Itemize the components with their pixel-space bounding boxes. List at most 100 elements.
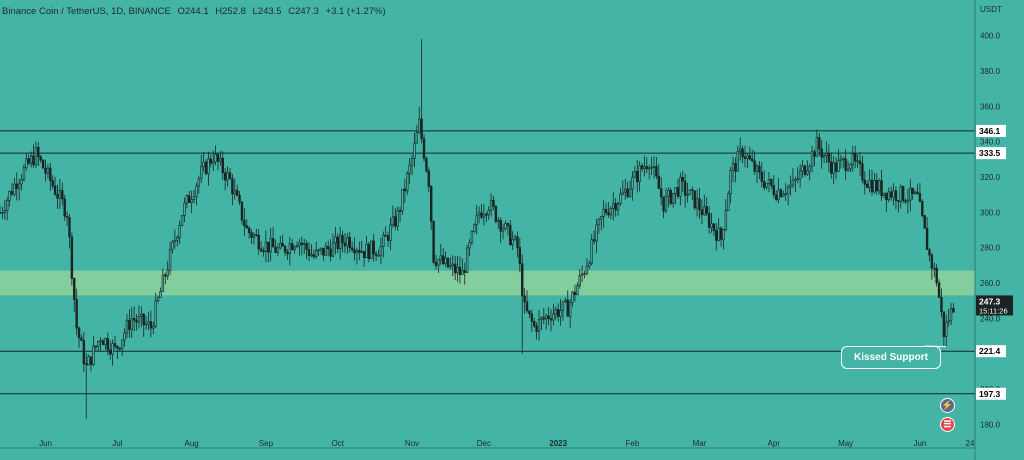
candle-body: [128, 319, 131, 330]
candle-body: [808, 165, 811, 172]
candle-body: [715, 230, 718, 241]
candle-body: [439, 255, 442, 261]
symbol-title[interactable]: Binance Coin / TetherUS, 1D, BINANCE: [2, 6, 171, 17]
candle-body: [195, 185, 198, 197]
candle-body: [724, 210, 728, 230]
candle-body: [674, 187, 677, 194]
x-tick-label: Mar: [693, 439, 707, 448]
candle-body: [389, 224, 392, 241]
candle-body: [913, 191, 917, 195]
candle-body: [283, 245, 287, 253]
candle-body: [504, 223, 507, 230]
candle-body: [688, 189, 692, 195]
us-flag-icon[interactable]: ☰: [940, 417, 955, 432]
candle-body: [149, 321, 153, 329]
candle-body: [600, 216, 603, 220]
candle-body: [791, 179, 795, 186]
candle-body: [97, 341, 100, 348]
candle-body: [499, 220, 502, 232]
candle-body: [695, 198, 699, 209]
candle-body: [844, 158, 847, 171]
candle-body: [571, 291, 574, 304]
candle-body: [3, 210, 6, 213]
y-tick-label: 180.0: [980, 420, 1001, 429]
candle-body: [331, 242, 335, 257]
candle-body: [722, 229, 725, 240]
candle-body: [918, 193, 922, 202]
last-price-tag: [976, 295, 1013, 316]
candle-body: [451, 263, 454, 266]
candle-body: [729, 170, 732, 194]
candle-body: [669, 189, 672, 204]
candle-body: [482, 214, 486, 218]
candle-body: [202, 161, 205, 167]
candle-body: [717, 227, 720, 241]
candle-body: [156, 297, 160, 302]
candle-body: [34, 146, 38, 166]
candle-body: [834, 162, 838, 172]
candle-body: [250, 232, 253, 238]
candle-body: [291, 243, 294, 250]
candle-body: [707, 213, 711, 228]
candle-body: [542, 317, 545, 320]
candle-body: [762, 181, 766, 188]
candle-body: [209, 158, 213, 164]
candle-body: [552, 313, 555, 321]
candle-body: [444, 257, 447, 264]
candle-body: [269, 238, 272, 253]
candle-body: [317, 249, 320, 252]
candle-body: [585, 265, 589, 274]
lightning-icon[interactable]: ⚡: [940, 398, 955, 413]
candle-body: [801, 165, 804, 172]
candle-body: [643, 166, 646, 170]
candle-body: [837, 160, 840, 172]
y-tick-label: 380.0: [980, 67, 1001, 76]
candle-body: [415, 132, 419, 144]
candle-body: [592, 239, 596, 242]
candle-body: [942, 311, 946, 337]
candle-body: [925, 227, 929, 251]
candle-body: [820, 148, 823, 158]
candle-body: [583, 273, 586, 275]
candle-body: [877, 180, 881, 192]
candle-body: [556, 309, 560, 317]
candle-body: [137, 316, 141, 323]
candle-body: [937, 282, 941, 298]
candle-body: [15, 183, 18, 189]
candle-body: [945, 321, 948, 337]
candle-body: [803, 165, 807, 175]
candle-body: [645, 166, 649, 169]
candle-body: [197, 178, 201, 187]
candle-body: [396, 210, 399, 227]
candle-body: [204, 161, 208, 175]
candle-body: [178, 225, 181, 238]
candle-body: [0, 212, 2, 214]
candle-body: [528, 310, 531, 315]
candle-body: [140, 313, 143, 317]
candle-body: [85, 363, 88, 366]
candle-body: [68, 217, 71, 238]
candle-body: [346, 236, 349, 247]
candle-body: [559, 310, 562, 317]
candle-body: [223, 172, 227, 181]
level-price-text: 333.5: [979, 148, 1001, 158]
candle-body: [650, 166, 653, 169]
candle-body: [82, 340, 86, 365]
x-tick-label: Apr: [768, 439, 781, 448]
candle-body: [41, 159, 45, 169]
candle-body: [430, 186, 433, 222]
candle-body: [796, 178, 799, 181]
candle-body: [152, 325, 155, 329]
candle-body: [786, 186, 790, 194]
candle-body: [461, 270, 464, 276]
kissed-support-callout[interactable]: Kissed Support: [841, 346, 941, 369]
candle-body: [686, 194, 689, 196]
candle-body: [257, 234, 260, 250]
candle-body: [262, 250, 265, 253]
candle-body: [904, 200, 907, 203]
candle-body: [372, 240, 375, 255]
ohlc-open: O244.1: [177, 6, 209, 17]
candle-body: [758, 165, 761, 173]
candle-body: [161, 274, 165, 292]
